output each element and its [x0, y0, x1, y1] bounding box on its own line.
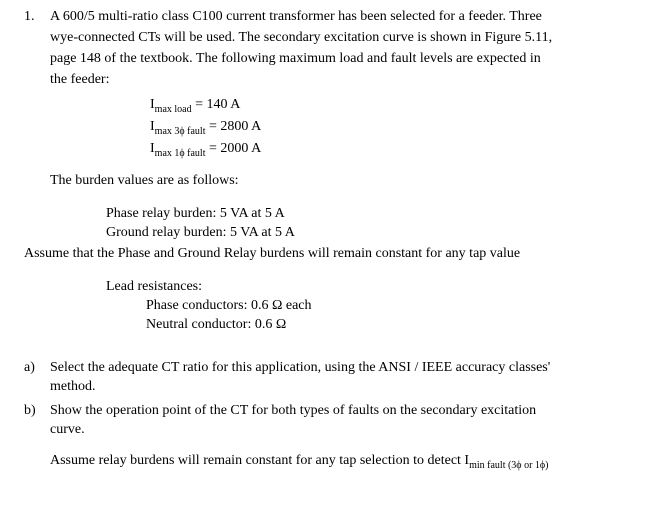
eq2-rhs: = 2800 A [205, 119, 261, 134]
eq1-rhs: = 140 A [192, 97, 241, 112]
eq1-sub: max load [155, 103, 192, 114]
assume-constant-burdens: Assume that the Phase and Ground Relay b… [24, 245, 631, 264]
lead-resistances-label: Lead resistances: [50, 278, 631, 297]
problem-body: A 600/5 multi-ratio class C100 current t… [50, 8, 631, 243]
part-a-line-2: method. [50, 378, 631, 397]
eq-max-load: Imax load = 140 A [150, 96, 631, 116]
eq3-sub: max 1ϕ fault [155, 148, 206, 159]
eq2-sub: max 3ϕ fault [155, 126, 206, 137]
intro-line-1: A 600/5 multi-ratio class C100 current t… [50, 8, 631, 27]
part-a-line-1: Select the adequate CT ratio for this ap… [50, 359, 631, 378]
lead-neutral-conductor: Neutral conductor: 0.6 Ω [50, 316, 631, 335]
eq-max-1ph-fault: Imax 1ϕ fault = 2000 A [150, 140, 631, 160]
part-b-line-2: curve. [50, 421, 631, 440]
part-a-body: Select the adequate CT ratio for this ap… [50, 359, 631, 397]
part-b-label: b) [24, 402, 50, 440]
eq-max-3ph-fault: Imax 3ϕ fault = 2800 A [150, 118, 631, 138]
intro-line-4: the feeder: [50, 71, 631, 90]
part-a-label: a) [24, 359, 50, 397]
problem-number: 1. [24, 8, 50, 243]
part-b-line-1: Show the operation point of the CT for b… [50, 402, 631, 421]
footer-sub: min fault (3ϕ or 1ϕ) [469, 460, 548, 471]
part-b-body: Show the operation point of the CT for b… [50, 402, 631, 440]
part-a: a) Select the adequate CT ratio for this… [24, 359, 631, 397]
phase-relay-burden: Phase relay burden: 5 VA at 5 A [50, 205, 631, 224]
intro-line-2: wye-connected CTs will be used. The seco… [50, 29, 631, 48]
eq3-rhs: = 2000 A [205, 141, 261, 156]
burden-intro: The burden values are as follows: [50, 172, 631, 191]
ground-relay-burden: Ground relay burden: 5 VA at 5 A [50, 224, 631, 243]
footer-assumption: Assume relay burdens will remain constan… [24, 452, 631, 472]
problem-block: 1. A 600/5 multi-ratio class C100 curren… [24, 8, 631, 243]
lead-phase-conductors: Phase conductors: 0.6 Ω each [50, 297, 631, 316]
part-b: b) Show the operation point of the CT fo… [24, 402, 631, 440]
footer-pre: Assume relay burdens will remain constan… [50, 453, 469, 468]
intro-line-3: page 148 of the textbook. The following … [50, 50, 631, 69]
equation-block: Imax load = 140 A Imax 3ϕ fault = 2800 A… [50, 96, 631, 161]
